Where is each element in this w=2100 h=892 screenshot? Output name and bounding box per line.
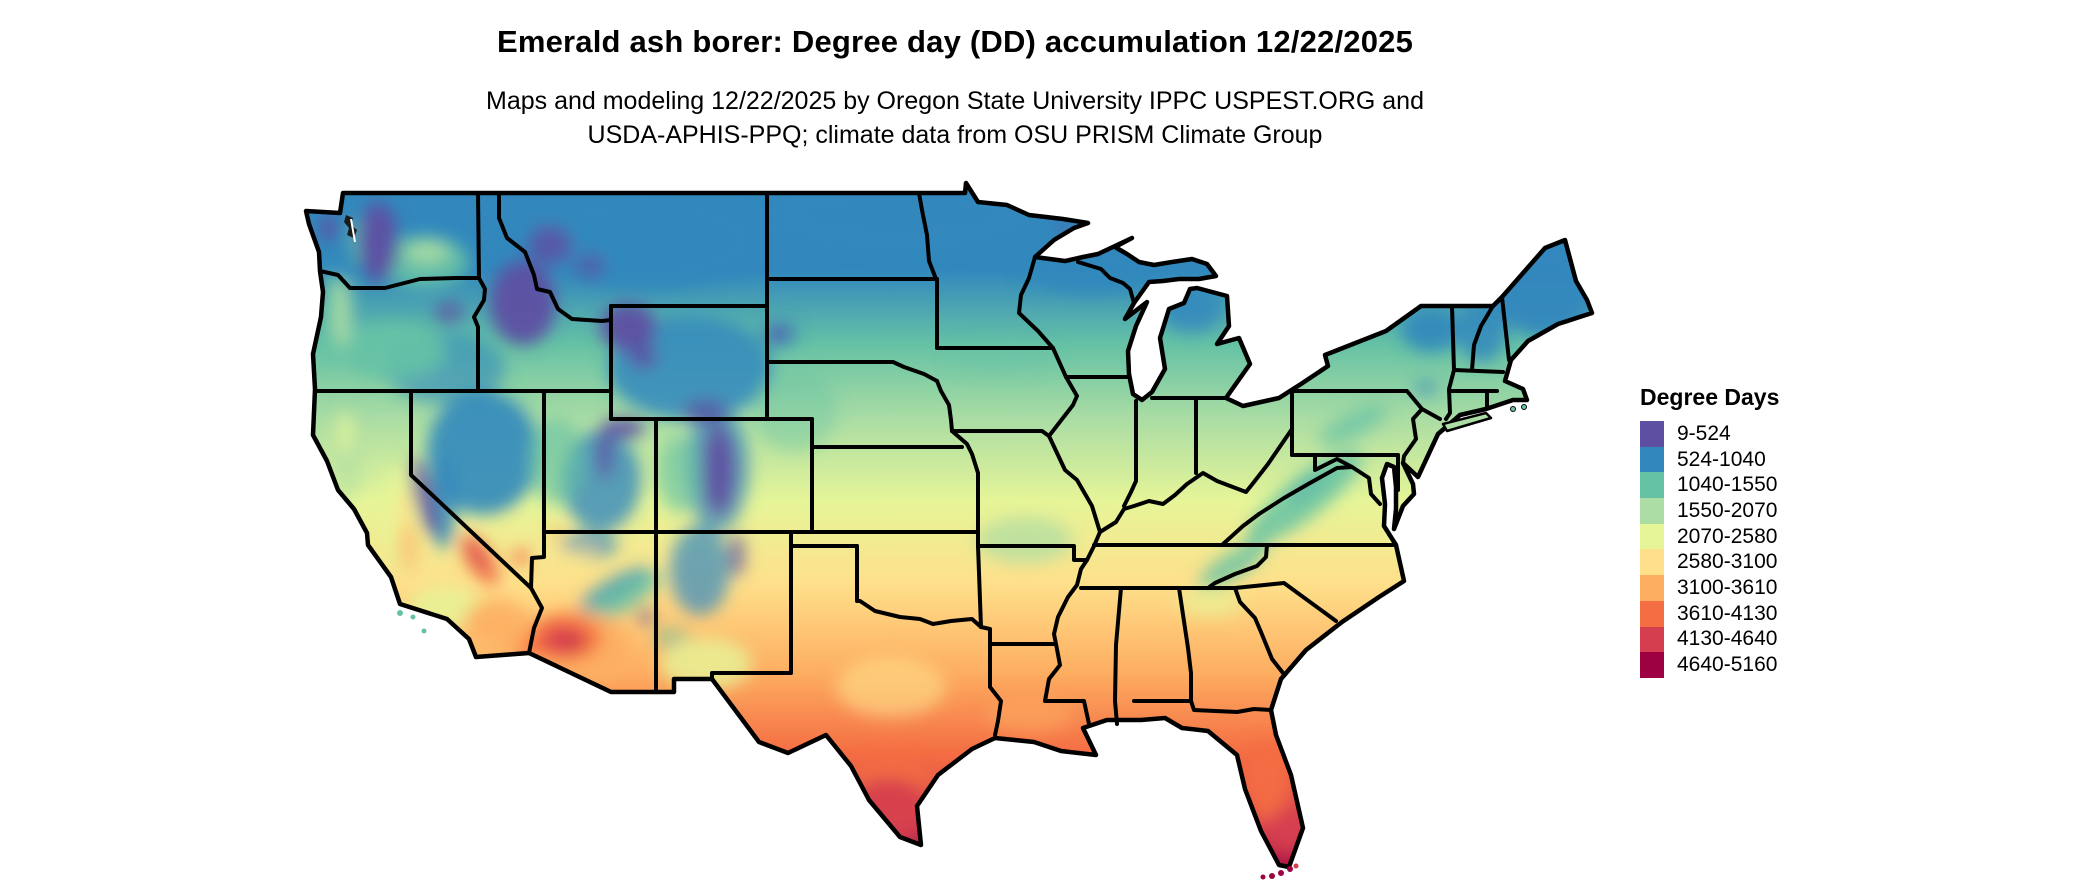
subtitle-line-1: Maps and modeling 12/22/2025 by Oregon S… — [486, 87, 1424, 115]
legend-item: 3610-4130 — [1640, 600, 1779, 627]
legend-swatch — [1640, 652, 1664, 678]
legend-item: 9-524 — [1640, 421, 1779, 447]
legend-item: 3100-3610 — [1640, 575, 1779, 601]
map-raster-fill — [306, 183, 1592, 867]
legend-item: 524-1040 — [1640, 446, 1779, 473]
legend-label: 2070-2580 — [1677, 524, 1778, 548]
legend-label: 4130-4640 — [1677, 627, 1778, 651]
national-outline — [303, 180, 1595, 870]
state-borders — [313, 191, 1511, 737]
map-subtitle: Maps and modeling 12/22/2025 by Oregon S… — [0, 84, 1910, 152]
long-island — [1441, 404, 1527, 433]
legend-label: 1550-2070 — [1677, 498, 1778, 522]
legend-title: Degree Days — [1640, 384, 1780, 410]
legend-swatch — [1640, 446, 1664, 473]
legend-item: 1040-1550 — [1640, 472, 1779, 499]
puget-sound-inlets — [344, 215, 357, 243]
florida-keys — [1260, 863, 1299, 880]
legend-swatch — [1640, 549, 1664, 576]
map-title: Emerald ash borer: Degree day (DD) accum… — [496, 24, 1414, 59]
legend-label: 3610-4130 — [1677, 601, 1778, 625]
legend-swatch — [1640, 472, 1664, 499]
legend-item: 4640-5160 — [1640, 652, 1779, 678]
legend-label: 524-1040 — [1677, 447, 1766, 471]
legend-label: 9-524 — [1677, 421, 1731, 445]
legend-item: 4130-4640 — [1640, 626, 1779, 653]
subtitle-line-2: USDA-APHIS-PPQ; climate data from OSU PR… — [587, 121, 1323, 149]
legend-swatch — [1640, 626, 1664, 653]
legend-item: 2070-2580 — [1640, 523, 1779, 550]
legend-item: 1550-2070 — [1640, 498, 1779, 524]
legend-swatch — [1640, 523, 1664, 550]
legend: Degree Days 9-524 524-1040 1040-1550 155… — [1640, 384, 1779, 678]
legend-label: 4640-5160 — [1677, 653, 1778, 677]
legend-label: 2580-3100 — [1677, 550, 1778, 574]
legend-swatch — [1640, 498, 1664, 524]
legend-swatch — [1640, 600, 1664, 627]
channel-islands — [397, 610, 427, 634]
legend-swatch — [1640, 421, 1664, 447]
legend-label: 3100-3610 — [1677, 575, 1778, 599]
legend-label: 1040-1550 — [1677, 473, 1778, 497]
legend-swatch — [1640, 575, 1664, 601]
legend-item: 2580-3100 — [1640, 549, 1779, 576]
